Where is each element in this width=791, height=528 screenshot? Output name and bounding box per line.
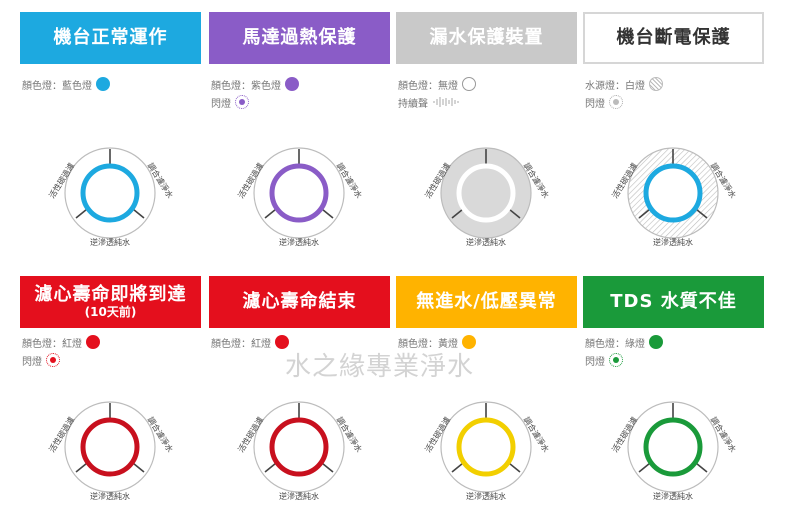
dial-label-left: 活性碳過濾 [47, 415, 77, 454]
info-label: 閃燈 [211, 98, 231, 110]
dial-label-left: 活性碳過濾 [423, 415, 453, 454]
status-card-filter-expiring: 濾心壽命即將到達 (10天前) 顏色燈：紅燈 閃燈 活性碳過濾 調合濾淨水 逆滲… [20, 276, 201, 526]
yellow-light-icon [462, 335, 476, 349]
status-card-tds-poor: TDS 水質不佳 顏色燈：綠燈 閃燈 活性碳過濾 調合濾淨水 逆滲透純水 [583, 276, 764, 526]
info-row: 顏色燈：紅燈 [22, 334, 200, 350]
info-row: 顏色燈：藍色燈 [22, 76, 200, 92]
info-row: 顏色燈：黃燈 [398, 334, 576, 350]
purple-light-icon [285, 77, 299, 91]
status-card-normal: 機台正常運作 顏色燈：藍色燈 活性碳過濾 調合濾淨水 逆滲透純水 [20, 12, 201, 262]
dial: 活性碳過濾 調合濾淨水 逆滲透純水 [610, 147, 738, 247]
card-title: 濾心壽命即將到達 [34, 284, 187, 305]
dial-label-right: 調合濾淨水 [146, 415, 176, 454]
green-light-icon [649, 335, 663, 349]
status-card-power-off: 機台斷電保護 水源燈：白燈 閃燈 活性碳過濾 調合濾淨水 逆滲透純水 [583, 12, 764, 262]
dial-label-left: 活性碳過濾 [236, 415, 266, 454]
dial: 活性碳過濾 調合濾淨水 逆滲透純水 [610, 401, 739, 501]
info-label: 顏色燈：紅燈 [211, 338, 271, 350]
card-header: 濾心壽命即將到達 (10天前) [20, 276, 201, 328]
dial-label-bottom: 逆滲透純水 [466, 491, 506, 501]
info-label: 顏色燈：紅燈 [22, 338, 82, 350]
dial: 活性碳過濾 調合濾淨水 逆滲透純水 [236, 401, 365, 501]
info-row: 閃燈 [211, 94, 389, 110]
info-label: 顏色燈：紫色燈 [211, 80, 281, 92]
dial-label-bottom: 逆滲透純水 [466, 237, 506, 247]
card-title: 濾心壽命結束 [242, 291, 357, 312]
flash-icon [235, 95, 249, 109]
info-row: 顏色燈：紫色燈 [211, 76, 389, 92]
dial-label-left: 活性碳過濾 [610, 415, 640, 454]
info-row: 顏色燈：無燈 [398, 76, 576, 92]
status-card-motor-overheat: 馬達過熱保護 顏色燈：紫色燈 閃燈 活性碳過濾 調合濾淨水 逆滲透純水 [209, 12, 390, 262]
status-card-leak-protection: 漏水保護裝置 顏色燈：無燈 持續聲 活性碳過濾 調合濾淨水 逆滲透純水 [396, 12, 577, 262]
card-header: TDS 水質不佳 [583, 276, 764, 328]
dial: 活性碳過濾 調合濾淨水 逆滲透純水 [236, 147, 365, 247]
flash-icon [46, 353, 60, 367]
info-row: 閃燈 [585, 352, 763, 368]
info-label: 顏色燈：黃燈 [398, 338, 458, 350]
info-row: 閃燈 [22, 352, 200, 368]
white-light-icon [649, 77, 663, 91]
info-label: 閃燈 [585, 98, 605, 110]
info-label: 顏色燈：綠燈 [585, 338, 645, 350]
dial: 活性碳過濾 調合濾淨水 逆滲透純水 [47, 401, 176, 501]
dial-label-right: 調合濾淨水 [709, 415, 739, 454]
card-title: TDS 水質不佳 [610, 291, 737, 312]
card-header: 無進水/低壓異常 [396, 276, 577, 328]
card-header: 機台正常運作 [20, 12, 201, 64]
dial-label-bottom: 逆滲透純水 [90, 237, 130, 247]
status-card-no-inflow: 無進水/低壓異常 顏色燈：黃燈 活性碳過濾 調合濾淨水 逆滲透純水 [396, 276, 577, 526]
dial-label-left: 活性碳過濾 [236, 161, 266, 200]
dial: 活性碳過濾 調合濾淨水 逆滲透純水 [47, 147, 176, 247]
card-header: 濾心壽命結束 [209, 276, 390, 328]
info-label: 顏色燈：無燈 [398, 80, 458, 92]
flash-icon [609, 95, 623, 109]
info-row: 顏色燈：紅燈 [211, 334, 389, 350]
info-row: 持續聲 [398, 94, 576, 110]
dial-label-left: 活性碳過濾 [47, 161, 77, 200]
info-label: 顏色燈：藍色燈 [22, 80, 92, 92]
dial-label-bottom: 逆滲透純水 [279, 237, 319, 247]
card-header: 機台斷電保護 [583, 12, 764, 64]
flash-icon [609, 353, 623, 367]
info-label: 水源燈：白燈 [585, 80, 645, 92]
red-light-icon [86, 335, 100, 349]
info-row: 水源燈：白燈 [585, 76, 763, 92]
dial-label-bottom: 逆滲透純水 [279, 491, 319, 501]
dial-label-right: 調合濾淨水 [335, 161, 365, 200]
card-title: 馬達過熱保護 [242, 27, 357, 48]
dial-label-right: 調合濾淨水 [335, 415, 365, 454]
sound-wave-icon [433, 97, 459, 107]
red-light-icon [275, 335, 289, 349]
watermark: 水之緣專業淨水 [285, 352, 475, 382]
card-subtitle: (10天前) [84, 305, 137, 319]
card-title: 無進水/低壓異常 [416, 291, 557, 312]
dial-label-right: 調合濾淨水 [146, 161, 176, 200]
dial-label-bottom: 逆滲透純水 [90, 491, 130, 501]
dial-label-bottom: 逆滲透純水 [653, 237, 693, 247]
info-label: 持續聲 [398, 98, 428, 110]
dial-label-bottom: 逆滲透純水 [653, 491, 693, 501]
info-label: 閃燈 [22, 356, 42, 368]
status-card-filter-expired: 濾心壽命結束 顏色燈：紅燈 活性碳過濾 調合濾淨水 逆滲透純水 [209, 276, 390, 526]
no-light-icon [462, 77, 476, 91]
card-title: 機台正常運作 [53, 27, 168, 48]
info-row: 顏色燈：綠燈 [585, 334, 763, 350]
card-header: 漏水保護裝置 [396, 12, 577, 64]
dial-label-right: 調合濾淨水 [522, 415, 552, 454]
info-label: 閃燈 [585, 356, 605, 368]
info-row: 閃燈 [585, 94, 763, 110]
dial: 活性碳過濾 調合濾淨水 逆滲透純水 [423, 401, 552, 501]
card-title: 漏水保護裝置 [429, 27, 544, 48]
card-title: 機台斷電保護 [616, 27, 731, 48]
card-header: 馬達過熱保護 [209, 12, 390, 64]
dial: 活性碳過濾 調合濾淨水 逆滲透純水 [423, 147, 551, 247]
blue-light-icon [96, 77, 110, 91]
